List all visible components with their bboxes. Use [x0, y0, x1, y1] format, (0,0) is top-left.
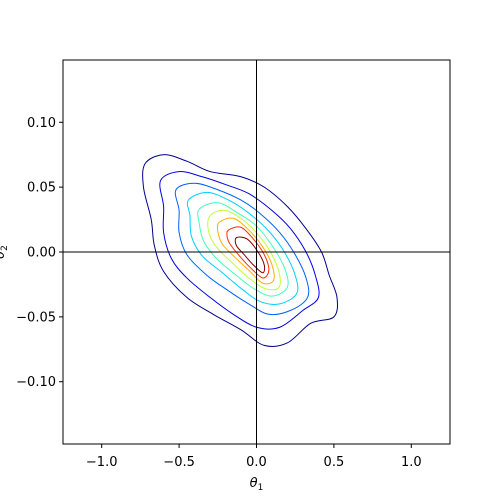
contour-level-4	[186, 191, 299, 305]
y-axis-label: θ2	[0, 245, 10, 259]
x-tick-label: 0.5	[324, 455, 345, 470]
contour-level-7	[216, 217, 275, 285]
contour-level-8	[226, 226, 270, 279]
y-tick-label: −0.05	[16, 310, 56, 325]
y-tick-label: −0.10	[16, 375, 56, 390]
x-tick-label: −1.0	[86, 455, 118, 470]
x-ticks: −1.0 −0.5 0.0 0.5 1.0	[86, 444, 422, 470]
contour-level-5	[197, 202, 289, 297]
x-tick-label: 0.0	[246, 455, 267, 470]
contour-level-1	[142, 154, 339, 348]
y-tick-label: 0.10	[27, 116, 56, 131]
contour-level-6	[207, 209, 281, 291]
y-tick-label: 0.00	[27, 246, 56, 261]
reference-lines	[63, 60, 450, 444]
y-ticks: −0.10 −0.05 0.00 0.05 0.10	[16, 116, 63, 390]
contour-lines	[142, 154, 339, 348]
contour-level-3	[174, 182, 310, 316]
x-tick-label: 1.0	[401, 455, 422, 470]
contour-level-9	[234, 236, 266, 274]
contour-level-2	[159, 171, 320, 330]
y-tick-label: 0.05	[27, 181, 56, 196]
x-tick-label: −0.5	[163, 455, 195, 470]
x-axis-label: θ1	[250, 476, 264, 493]
